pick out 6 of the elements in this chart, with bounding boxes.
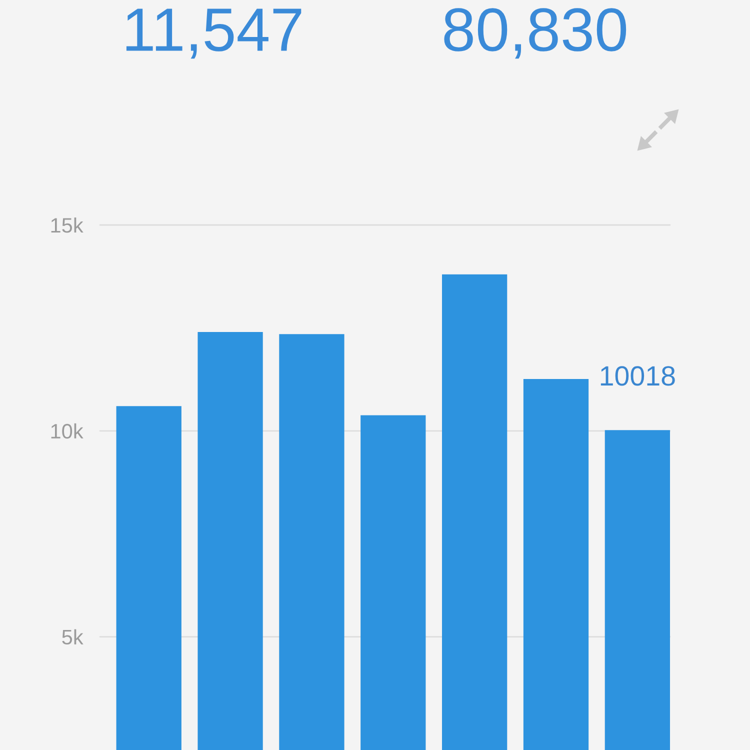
text: 11,547 [126,8,302,59]
data-label: 10018 [600,366,675,386]
text: 80,830 [444,8,626,59]
y-tick-label: 15k [51,217,84,233]
y-tick-label: 10k [51,423,84,439]
y-tick-label: 5k [62,629,84,645]
